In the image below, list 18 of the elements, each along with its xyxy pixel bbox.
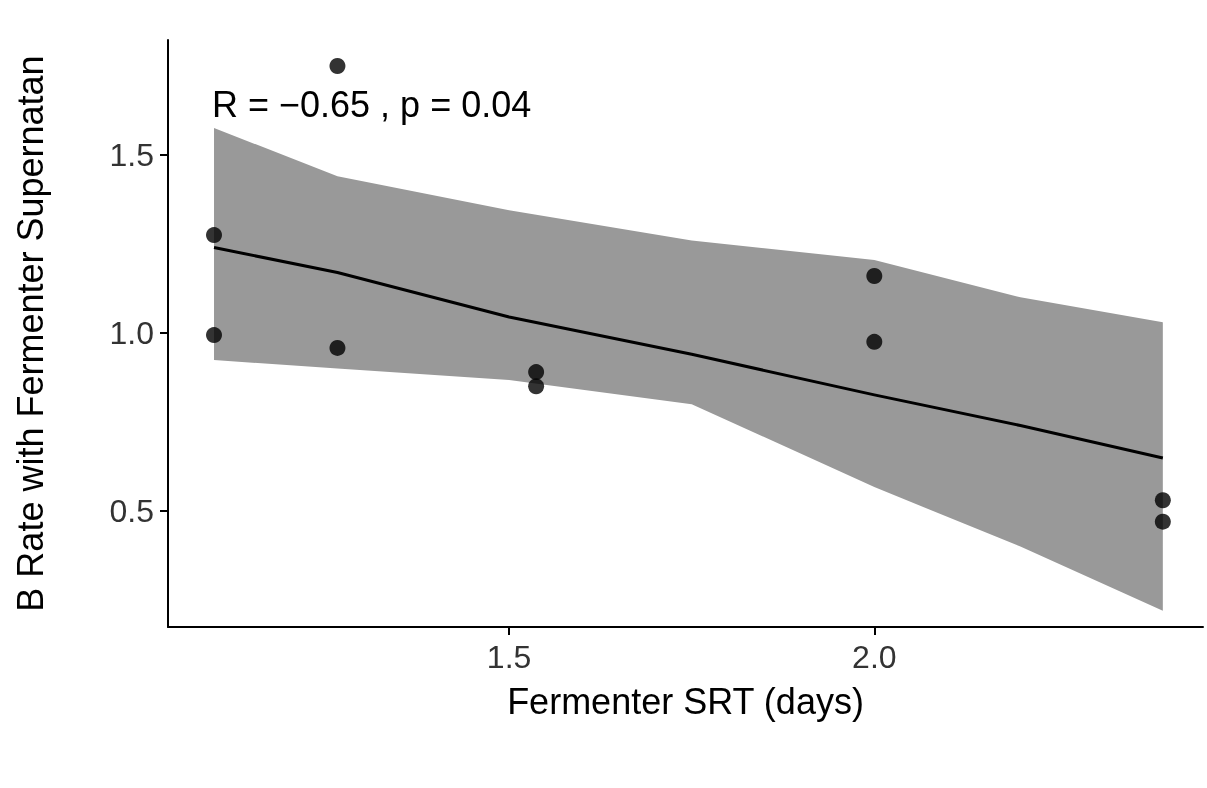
point: [1154, 492, 1171, 509]
point: [329, 57, 346, 74]
point: [528, 364, 545, 381]
point: [528, 378, 545, 395]
point: [866, 333, 883, 350]
annotation: R = −0.65 , p = 0.04: [212, 83, 532, 125]
y-tick-label: 1.0: [109, 314, 154, 351]
y-tick-label: 1.5: [109, 136, 154, 173]
y-tick-label: 0.5: [109, 492, 154, 529]
point: [1154, 513, 1171, 530]
point: [206, 227, 223, 244]
line-series: [212, 246, 1165, 460]
point: [206, 327, 223, 344]
y-axis-title: B Rate with Fermenter Supernatan: [9, 55, 51, 612]
x-axis-title: Fermenter SRT (days): [507, 680, 864, 722]
point: [866, 268, 883, 285]
x-tick-label: 2.0: [852, 639, 897, 675]
point: [329, 339, 346, 356]
